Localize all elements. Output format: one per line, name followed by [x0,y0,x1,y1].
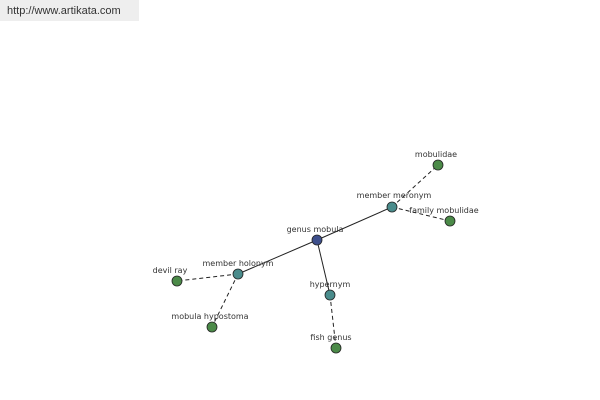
edge [211,273,239,328]
node-label: hypernym [310,280,351,289]
edge [316,239,331,296]
url-box [0,0,139,21]
node[interactable] [324,289,336,301]
node-label: family mobulidae [409,206,478,215]
edge [176,273,239,282]
node[interactable] [444,215,456,227]
edge [391,164,439,208]
edge [237,239,318,275]
url[interactable]: http://www.artikata.com [7,5,121,17]
edge [329,294,337,349]
node-label: member holonym [202,259,273,268]
node-label: devil ray [153,266,188,275]
node[interactable] [232,268,244,280]
node[interactable] [386,201,398,213]
edge [391,206,451,222]
node-label: genus mobula [287,225,344,234]
node[interactable] [206,321,218,333]
node[interactable] [330,342,342,354]
node[interactable] [432,159,444,171]
node-label: fish genus [310,333,351,342]
node-label: mobula hypostoma [171,312,248,321]
edge [316,206,393,241]
node-label: mobulidae [415,150,457,159]
node-label: member meronym [357,191,432,200]
node[interactable] [171,275,183,287]
node[interactable] [311,234,323,246]
